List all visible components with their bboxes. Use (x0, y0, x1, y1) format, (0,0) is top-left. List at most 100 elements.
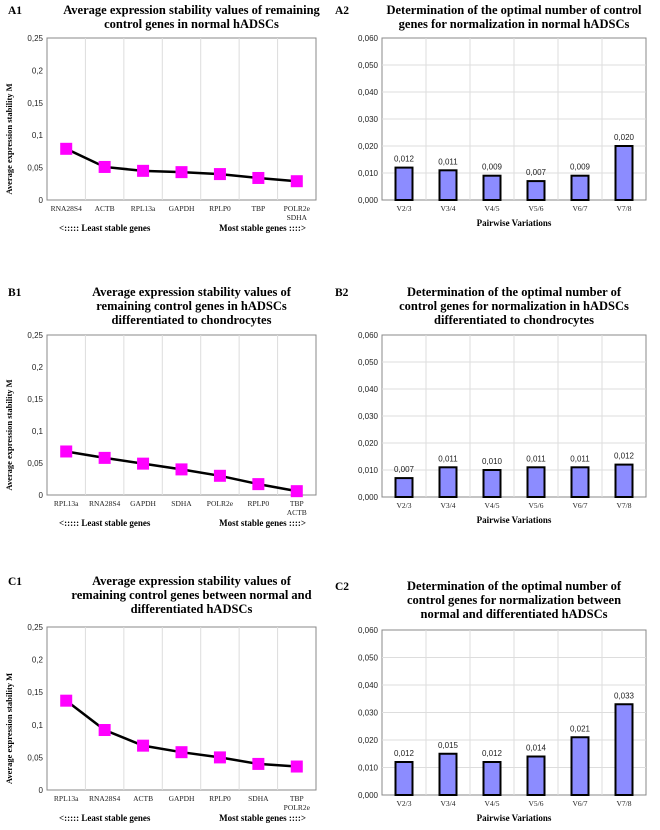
x-tick-label: POLR2e (207, 499, 234, 508)
panel-label: A2 (335, 5, 349, 17)
y-tick-label: 0,050 (358, 358, 379, 367)
y-tick-label: 0,05 (27, 164, 43, 173)
y-tick-label: 0,010 (358, 169, 379, 178)
bar (614, 703, 634, 796)
chart-title-line: control genes for normalization between (407, 593, 621, 607)
chart-c1: C1 Average expression stability values of… (4, 574, 317, 823)
x-tick-label: RNA28S4 (89, 794, 121, 803)
x-tick-label: SDHA (248, 794, 269, 803)
x-tick-label: V6/7 (573, 501, 588, 510)
y-tick-label: 0,020 (358, 142, 379, 151)
y-tick-label: 0,060 (358, 331, 379, 340)
chart-title-line: Average expression stability values of (92, 574, 292, 588)
chart-title-line: differentiated to chondrocytes (434, 313, 594, 327)
bar (526, 180, 546, 202)
data-label: 0,007 (394, 465, 415, 474)
data-label: 0,009 (570, 163, 591, 172)
chart-title-line: Average expression stability values of (92, 285, 292, 299)
data-label: 0,011 (570, 454, 590, 463)
bar (526, 755, 546, 796)
least-stable-note: <::::: Least stable genes (59, 813, 151, 823)
y-tick-label: 0,040 (358, 88, 379, 97)
x-tick-label: ACTB (133, 794, 153, 803)
x-tick-label: POLR2e (284, 803, 311, 812)
data-point (137, 457, 150, 470)
y-tick-label: 0,060 (358, 626, 379, 635)
data-label: 0,020 (614, 133, 635, 142)
y-tick-label: 0,020 (358, 439, 379, 448)
x-tick-label: RPLP0 (209, 204, 231, 213)
y-tick-label: 0,030 (358, 115, 379, 124)
bar (482, 174, 502, 201)
data-point (290, 175, 303, 188)
y-tick-label: 0,25 (27, 34, 43, 43)
x-axis-label: Pairwise Variations (477, 218, 552, 228)
y-tick-label: 0,010 (358, 764, 379, 773)
data-label: 0,014 (526, 744, 547, 753)
bar (614, 463, 634, 499)
x-tick-label: GAPDH (169, 204, 195, 213)
bar (438, 169, 458, 202)
data-point (98, 451, 111, 464)
x-tick-label: RPL13a (131, 204, 156, 213)
data-point (213, 751, 226, 764)
bar (394, 477, 414, 499)
data-point (60, 445, 73, 458)
y-tick-label: 0,15 (27, 99, 43, 108)
chart-title-line: control genes for normalization in hADSC… (399, 299, 629, 313)
x-tick-label: V4/5 (485, 501, 500, 510)
y-tick-label: 0,010 (358, 466, 379, 475)
data-label: 0,015 (438, 741, 459, 750)
chart-b1: B1 Average expression stability values of… (4, 285, 317, 528)
bar (570, 174, 590, 201)
data-label: 0,011 (438, 157, 458, 166)
x-tick-label: V3/4 (441, 204, 456, 213)
bar (394, 761, 414, 796)
y-tick-label: 0,020 (358, 736, 379, 745)
data-point (60, 142, 73, 155)
x-tick-label: TBP (290, 499, 304, 508)
x-tick-label: RPLP0 (248, 499, 270, 508)
x-tick-label: GAPDH (169, 794, 195, 803)
x-tick-label: V7/8 (617, 501, 632, 510)
chart-title-line: remaining control genes in hADSCs (96, 299, 287, 313)
y-tick-label: 0,000 (358, 493, 379, 502)
x-tick-label: GAPDH (130, 499, 156, 508)
data-label: 0,012 (614, 452, 635, 461)
y-tick-label: 0,25 (27, 623, 43, 632)
panel-label: C2 (335, 581, 349, 593)
x-tick-label: V5/6 (529, 799, 544, 808)
data-label: 0,010 (482, 457, 503, 466)
data-point (60, 694, 73, 707)
y-tick-label: 0,060 (358, 34, 379, 43)
chart-title-line: Determination of the optimal number of (407, 579, 622, 593)
y-tick-label: 0,05 (27, 459, 43, 468)
data-point (175, 166, 188, 179)
data-point (137, 739, 150, 752)
panel-label: A1 (8, 5, 22, 17)
x-tick-label: V6/7 (573, 799, 588, 808)
bar (482, 469, 502, 498)
bar (394, 166, 414, 202)
x-axis-label: Pairwise Variations (477, 813, 552, 823)
x-tick-label: V2/3 (397, 204, 412, 213)
y-tick-label: 0,000 (358, 791, 379, 800)
x-tick-label: V7/8 (617, 799, 632, 808)
x-tick-label: V3/4 (441, 501, 456, 510)
x-tick-label: V7/8 (617, 204, 632, 213)
data-label: 0,009 (482, 163, 503, 172)
x-tick-label: V6/7 (573, 204, 588, 213)
x-tick-label: V2/3 (397, 799, 412, 808)
chart-title-line: differentiated to chondrocytes (112, 313, 272, 327)
data-point (98, 160, 111, 173)
data-point (98, 724, 111, 737)
y-tick-label: 0,1 (32, 721, 44, 730)
x-tick-label: V3/4 (441, 799, 456, 808)
data-point (252, 171, 265, 184)
chart-title-line: genes for normalization in normal hADSCs (399, 17, 630, 31)
y-tick-label: 0,040 (358, 681, 379, 690)
data-label: 0,011 (438, 454, 458, 463)
data-label: 0,012 (482, 749, 503, 758)
chart-title-line: control genes in normal hADSCs (104, 17, 279, 31)
chart-b2: B2 Determination of the optimal number of… (335, 285, 647, 525)
